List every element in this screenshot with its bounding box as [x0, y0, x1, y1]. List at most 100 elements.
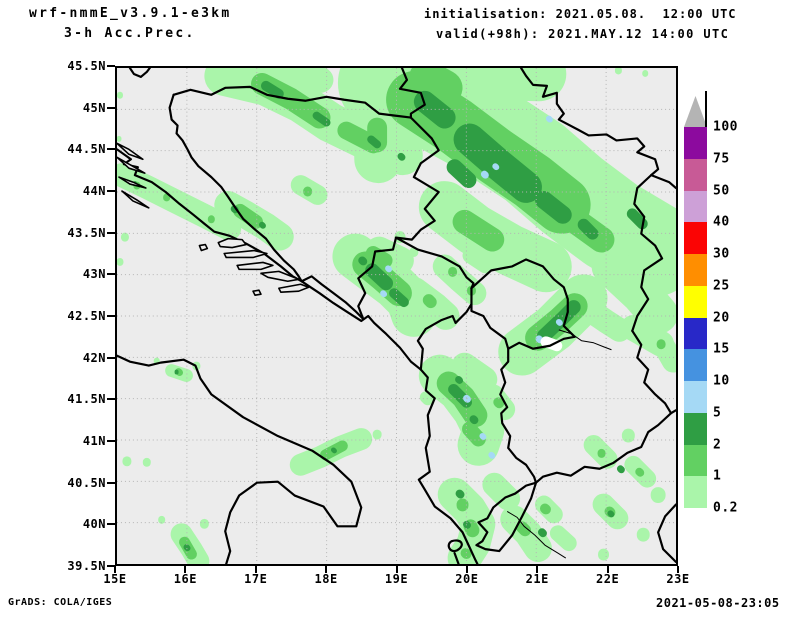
- corfu-island: [447, 539, 463, 553]
- colorbar-segment: [684, 222, 707, 254]
- serbia-montenegro-border: [394, 236, 475, 290]
- product-title: 3-h Acc.Prec.: [64, 26, 196, 41]
- adriatic-coastline: [117, 148, 479, 564]
- country-borders-and-coastlines: [117, 68, 676, 564]
- y-tick-mark: [107, 190, 115, 192]
- colorbar-segment: [684, 412, 707, 445]
- x-tick-mark: [536, 566, 539, 573]
- italy-coastline: [117, 354, 363, 564]
- y-tick-mark: [107, 148, 115, 151]
- slovenia-croatia-border: [128, 68, 151, 79]
- colorbar-value-label: 75: [713, 151, 730, 167]
- serbia-romania-danube-border: [520, 68, 676, 190]
- y-tick-mark: [107, 315, 115, 317]
- y-tick-mark: [107, 106, 115, 109]
- balkans-precipitation-map: [117, 68, 676, 564]
- bosnia-montenegro-border: [357, 236, 398, 321]
- y-tick-mark: [107, 356, 115, 359]
- x-tick-mark: [325, 566, 328, 573]
- y-tick-mark: [107, 523, 115, 526]
- x-tick-label: 19E: [384, 572, 409, 586]
- corfu-coast-stub: [453, 551, 460, 564]
- y-tick-label: 45N: [82, 100, 106, 115]
- y-tick-label: 40.5N: [67, 475, 106, 490]
- colorbar-top-tick: [705, 91, 707, 128]
- x-tick-label: 18E: [314, 572, 338, 586]
- y-tick-label: 41.5N: [67, 392, 106, 407]
- grads-credit: GrADS: COLA/IGES: [8, 597, 113, 608]
- south-bosnia-border: [300, 275, 365, 321]
- colorbar-segment: [684, 476, 707, 508]
- y-tick-label: 43.5N: [67, 225, 106, 240]
- secondary-borders: [506, 329, 612, 559]
- colorbar-value-label: 1: [713, 468, 722, 484]
- sava-border: [172, 85, 412, 119]
- x-tick-label: 17E: [244, 572, 268, 586]
- albania-greece-border: [475, 481, 538, 553]
- albania-macedonia-border: [499, 347, 538, 484]
- model-title: wrf-nmmE_v3.9.1-e3km: [29, 6, 232, 21]
- y-tick-label: 43N: [82, 267, 106, 282]
- y-tick-mark: [107, 65, 115, 67]
- x-tick-mark: [677, 566, 679, 573]
- danube-north-border: [398, 68, 426, 119]
- colorbar-segment: [684, 158, 707, 191]
- y-tick-label: 44N: [82, 184, 106, 198]
- colorbar-segment: [684, 190, 707, 223]
- y-tick-label: 40N: [82, 517, 106, 532]
- colorbar-segment: [684, 349, 707, 381]
- x-tick-label: 23E: [666, 572, 690, 586]
- y-tick-label: 42N: [82, 350, 106, 365]
- x-tick-mark: [254, 566, 257, 573]
- x-tick-label: 22E: [596, 572, 620, 586]
- colorbar-overflow-arrow: [684, 96, 707, 127]
- x-tick-mark: [114, 566, 116, 573]
- greece-interior-line: [506, 510, 567, 559]
- colorbar-value-label: 40: [713, 214, 730, 230]
- thermaic-gulf-coast: [657, 503, 676, 564]
- data-void-patch: [540, 336, 563, 352]
- y-tick-label: 42.5N: [67, 309, 106, 323]
- montenegro-albania-border: [416, 287, 473, 371]
- colorbar-segment: [684, 317, 707, 350]
- colorbar-value-label: 100: [713, 119, 738, 135]
- colorbar-segment: [684, 254, 707, 286]
- y-tick-label: 39.5N: [67, 559, 106, 573]
- macedonia-bulgaria-border: [631, 329, 673, 415]
- croatian-islands: [117, 142, 310, 296]
- x-tick-label: 21E: [525, 572, 549, 586]
- x-tick-label: 15E: [103, 572, 127, 586]
- colorbar-value-label: 10: [713, 373, 730, 389]
- x-tick-label: 16E: [173, 572, 197, 586]
- colorbar-segment: [684, 444, 707, 477]
- colorbar-segment: [684, 285, 707, 318]
- y-tick-mark: [107, 231, 115, 234]
- serbia-bulgaria-border: [631, 174, 664, 332]
- y-tick-mark: [107, 565, 115, 567]
- creation-timestamp: 2021-05-08-23:05: [656, 596, 780, 610]
- x-tick-mark: [184, 566, 187, 573]
- initialisation-label: initialisation: 2021.05.08. 12:00 UTC: [424, 7, 737, 21]
- kosovo-border: [470, 258, 576, 350]
- colorbar-value-label: 15: [713, 341, 730, 357]
- y-tick-label: 45.5N: [67, 59, 106, 73]
- west-bosnia-border: [168, 93, 303, 283]
- colorbar-value-label: 30: [713, 246, 730, 262]
- x-tick-label: 20E: [455, 572, 479, 586]
- y-tick-label: 41N: [82, 434, 106, 448]
- x-tick-mark: [395, 566, 398, 573]
- x-tick-mark: [465, 566, 468, 573]
- valid-time-label: valid(+98h): 2021.MAY.12 14:00 UTC: [436, 27, 730, 41]
- colorbar-value-label: 5: [713, 405, 722, 421]
- colorbar-segment: [684, 381, 707, 413]
- y-tick-mark: [107, 481, 115, 484]
- colorbar-value-label: 25: [713, 278, 730, 294]
- serbia-macedonia-border: [558, 329, 612, 351]
- colorbar-segment: [684, 127, 707, 159]
- macedonia-greece-border: [534, 409, 676, 484]
- colorbar-value-label: 0.2: [713, 500, 738, 516]
- drina-border: [394, 116, 440, 241]
- x-tick-mark: [606, 566, 609, 573]
- colorbar-value-label: 50: [713, 183, 730, 198]
